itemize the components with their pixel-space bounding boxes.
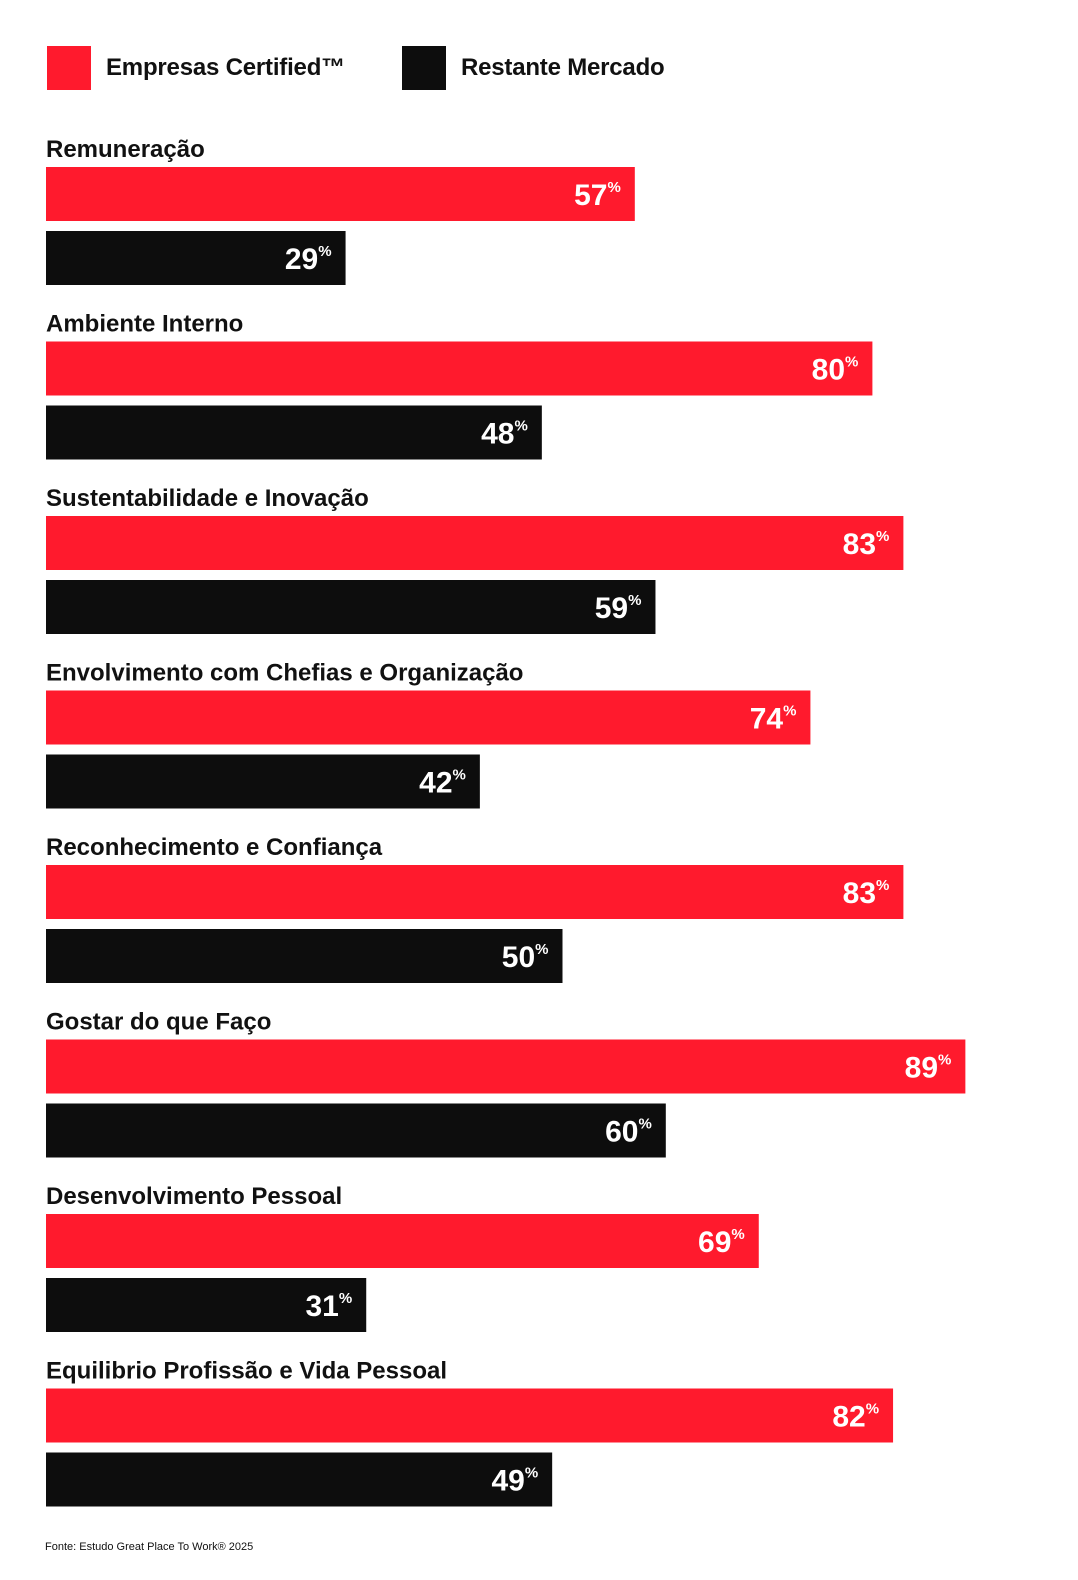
- bar-certified-equilibrio-profissao-e-vida-pessoal: [46, 1388, 894, 1443]
- category-group-gostar-do-que-faco: Gostar do que Faço 89% 60%: [46, 1009, 966, 1158]
- value-label: 60%: [605, 1116, 652, 1149]
- bar-certified-gostar-do-que-faco: [46, 1039, 966, 1094]
- legend-item-market: Restante Mercado: [401, 46, 665, 90]
- category-label: Gostar do que Faço: [46, 1009, 271, 1036]
- value-label: 48%: [481, 418, 528, 451]
- legend-label-market: Restante Mercado: [460, 54, 665, 81]
- category-group-remuneracao: Remuneração 57% 29%: [46, 136, 635, 285]
- value-label: 89%: [905, 1052, 952, 1085]
- category-label: Desenvolvimento Pessoal: [46, 1183, 342, 1210]
- category-group-envolvimento-com-chefias-e-organizacao: Envolvimento com Chefias e Organização 74…: [46, 660, 811, 809]
- bar-market-gostar-do-que-faco: [46, 1103, 666, 1158]
- value-label: 50%: [502, 941, 549, 974]
- category-group-equilibrio-profissao-e-vida-pessoal: Equilibrio Profissão e Vida Pessoal 82% 49…: [46, 1358, 894, 1507]
- bar-certified-remuneracao: [46, 167, 635, 221]
- value-label: 59%: [595, 592, 642, 625]
- bar-certified-ambiente-interno: [46, 341, 873, 396]
- category-label: Equilibrio Profissão e Vida Pessoal: [46, 1358, 447, 1385]
- bar-certified-reconhecimento-e-confianca: [46, 865, 904, 919]
- bar-certified-desenvolvimento-pessoal: [46, 1214, 759, 1268]
- bar-market-desenvolvimento-pessoal: [46, 1278, 367, 1332]
- value-label: 83%: [843, 528, 890, 561]
- legend-swatch-market: [401, 46, 446, 90]
- value-label: 42%: [419, 767, 466, 800]
- value-label: 82%: [832, 1401, 879, 1434]
- legend-label-certified: Empresas Certified™: [106, 54, 345, 81]
- bar-market-envolvimento-com-chefias-e-organizacao: [46, 754, 480, 809]
- category-label: Ambiente Interno: [46, 311, 243, 338]
- category-label: Reconhecimento e Confiança: [46, 834, 383, 861]
- bar-market-sustentabilidade-e-inovacao: [46, 580, 656, 634]
- legend: Empresas Certified™ Restante Mercado: [47, 46, 722, 90]
- value-label: 29%: [285, 243, 332, 276]
- value-label: 69%: [698, 1226, 745, 1259]
- legend-swatch-certified: [47, 46, 91, 90]
- value-label: 31%: [306, 1290, 353, 1323]
- value-label: 49%: [491, 1465, 538, 1498]
- value-label: 80%: [812, 354, 859, 387]
- source-note: Fonte: Estudo Great Place To Work® 2025: [45, 1541, 254, 1553]
- value-label: 57%: [574, 179, 621, 212]
- bar-certified-envolvimento-com-chefias-e-organizacao: [46, 690, 811, 745]
- category-label: Remuneração: [46, 136, 205, 163]
- bar-market-reconhecimento-e-confianca: [46, 929, 563, 983]
- category-group-sustentabilidade-e-inovacao: Sustentabilidade e Inovação 83% 59%: [46, 485, 904, 634]
- bar-market-ambiente-interno: [46, 405, 542, 460]
- category-group-ambiente-interno: Ambiente Interno 80% 48%: [46, 311, 873, 460]
- bar-certified-sustentabilidade-e-inovacao: [46, 516, 904, 570]
- category-label: Sustentabilidade e Inovação: [46, 485, 369, 512]
- legend-item-certified: Empresas Certified™: [47, 46, 345, 90]
- category-label: Envolvimento com Chefias e Organização: [46, 660, 523, 687]
- category-group-reconhecimento-e-confianca: Reconhecimento e Confiança 83% 50%: [46, 834, 904, 983]
- value-label: 74%: [750, 703, 797, 736]
- category-group-desenvolvimento-pessoal: Desenvolvimento Pessoal 69% 31%: [46, 1183, 759, 1332]
- bar-market-equilibrio-profissao-e-vida-pessoal: [46, 1452, 553, 1507]
- value-label: 83%: [843, 877, 890, 910]
- bar-market-remuneracao: [46, 231, 346, 285]
